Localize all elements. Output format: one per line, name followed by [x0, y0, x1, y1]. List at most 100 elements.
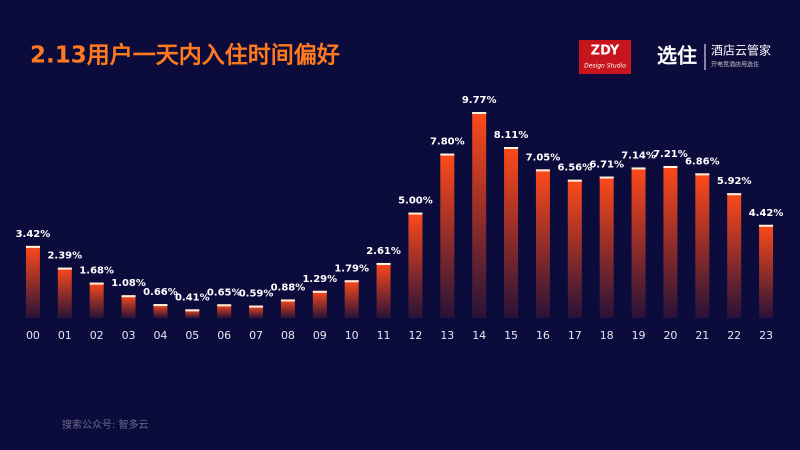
zdy-logo-sub: Design Studio	[584, 63, 626, 70]
bar-cap	[25, 245, 40, 248]
value-label: 3.42%	[16, 229, 51, 240]
x-tick-label: 16	[536, 329, 550, 342]
value-label: 5.92%	[717, 176, 752, 187]
value-label: 6.71%	[589, 160, 624, 171]
bar-cap	[376, 262, 391, 265]
x-tick-label: 21	[695, 329, 709, 342]
bar-cap	[89, 282, 104, 285]
footer: 搜索公众号: 智多云	[62, 418, 149, 431]
value-label: 7.21%	[653, 149, 688, 160]
bar	[599, 176, 614, 318]
value-label: 0.88%	[271, 282, 306, 293]
value-label: 2.61%	[366, 246, 401, 257]
x-tick-label: 12	[408, 329, 422, 342]
bar	[472, 112, 487, 318]
bar-cap	[185, 309, 200, 312]
brand-name: 酒店云管家	[711, 43, 771, 58]
x-tick-label: 19	[632, 329, 646, 342]
bar	[312, 290, 327, 318]
x-tick-label: 22	[727, 329, 741, 342]
value-label: 9.77%	[462, 95, 497, 106]
x-tick-label: 09	[313, 329, 327, 342]
bar-cap	[535, 169, 550, 172]
x-tick-label: 04	[153, 329, 167, 342]
bar	[663, 165, 678, 318]
bar-cap	[57, 267, 72, 270]
x-tick-label: 08	[281, 329, 295, 342]
bar-cap	[727, 193, 742, 196]
bar	[759, 224, 774, 318]
bar-cap	[472, 112, 487, 114]
value-label: 1.08%	[111, 278, 146, 289]
bar-cap	[599, 176, 614, 179]
bar	[57, 267, 72, 318]
value-label: 1.29%	[302, 274, 337, 285]
x-tick-label: 00	[26, 329, 40, 342]
bar-cap	[631, 167, 646, 170]
value-label: 6.86%	[685, 156, 720, 167]
bar	[185, 309, 200, 318]
value-label: 5.00%	[398, 196, 433, 207]
bar-cap	[695, 173, 710, 176]
x-tick-label: 03	[122, 329, 136, 342]
bar	[440, 153, 455, 318]
bar	[344, 280, 359, 318]
brand-slogan: 开电竞酒店用选住	[711, 61, 759, 69]
value-label: 8.11%	[494, 130, 529, 141]
x-tick-label: 07	[249, 329, 263, 342]
bar-cap	[663, 165, 678, 168]
x-tick-label: 10	[345, 329, 359, 342]
x-tick-label: 01	[58, 329, 72, 342]
bar-cap	[567, 179, 582, 182]
bar-cap	[759, 224, 774, 227]
value-label: 7.14%	[621, 150, 656, 161]
value-label: 0.41%	[175, 292, 210, 303]
zdy-logo-text: ZDY	[591, 44, 620, 59]
x-tick-label: 06	[217, 329, 231, 342]
value-label: 7.05%	[526, 152, 561, 163]
x-tick-label: 17	[568, 329, 582, 342]
bar	[89, 282, 104, 318]
bar	[376, 262, 391, 318]
bar-cap	[121, 295, 136, 298]
bar	[631, 167, 646, 318]
bar-cap	[217, 304, 232, 307]
bar-cap	[504, 147, 519, 150]
bar	[121, 295, 136, 318]
bar-cap	[249, 305, 264, 308]
x-tick-label: 05	[185, 329, 199, 342]
x-tick-label: 18	[600, 329, 614, 342]
x-tick-label: 14	[472, 329, 486, 342]
bar	[249, 305, 264, 318]
value-label: 0.59%	[239, 289, 274, 300]
value-label: 4.42%	[749, 208, 784, 219]
x-tick-label: 02	[90, 329, 104, 342]
bar	[217, 304, 232, 318]
chart-title: 2.13用户一天内入住时间偏好	[30, 42, 340, 69]
value-label: 6.56%	[557, 163, 592, 174]
bar	[280, 299, 295, 318]
bar	[504, 147, 519, 318]
bar-cap	[153, 304, 168, 307]
x-tick-label: 13	[440, 329, 454, 342]
value-label: 7.80%	[430, 137, 465, 148]
bar-cap	[312, 290, 327, 293]
bar-cap	[344, 280, 359, 283]
bar-cap	[280, 299, 295, 302]
bar	[153, 304, 168, 318]
value-label: 0.66%	[143, 287, 178, 298]
bar	[408, 212, 423, 318]
x-tick-label: 15	[504, 329, 518, 342]
bar	[25, 245, 40, 318]
x-tick-label: 20	[663, 329, 677, 342]
bar-cap	[408, 212, 423, 215]
x-tick-label: 23	[759, 329, 773, 342]
bar	[727, 193, 742, 318]
bar	[535, 169, 550, 318]
x-tick-label: 11	[377, 329, 391, 342]
zdy-logo	[579, 40, 631, 74]
value-label: 0.65%	[207, 287, 242, 298]
value-label: 1.68%	[79, 266, 114, 277]
brand-logo: 选住	[657, 44, 697, 68]
